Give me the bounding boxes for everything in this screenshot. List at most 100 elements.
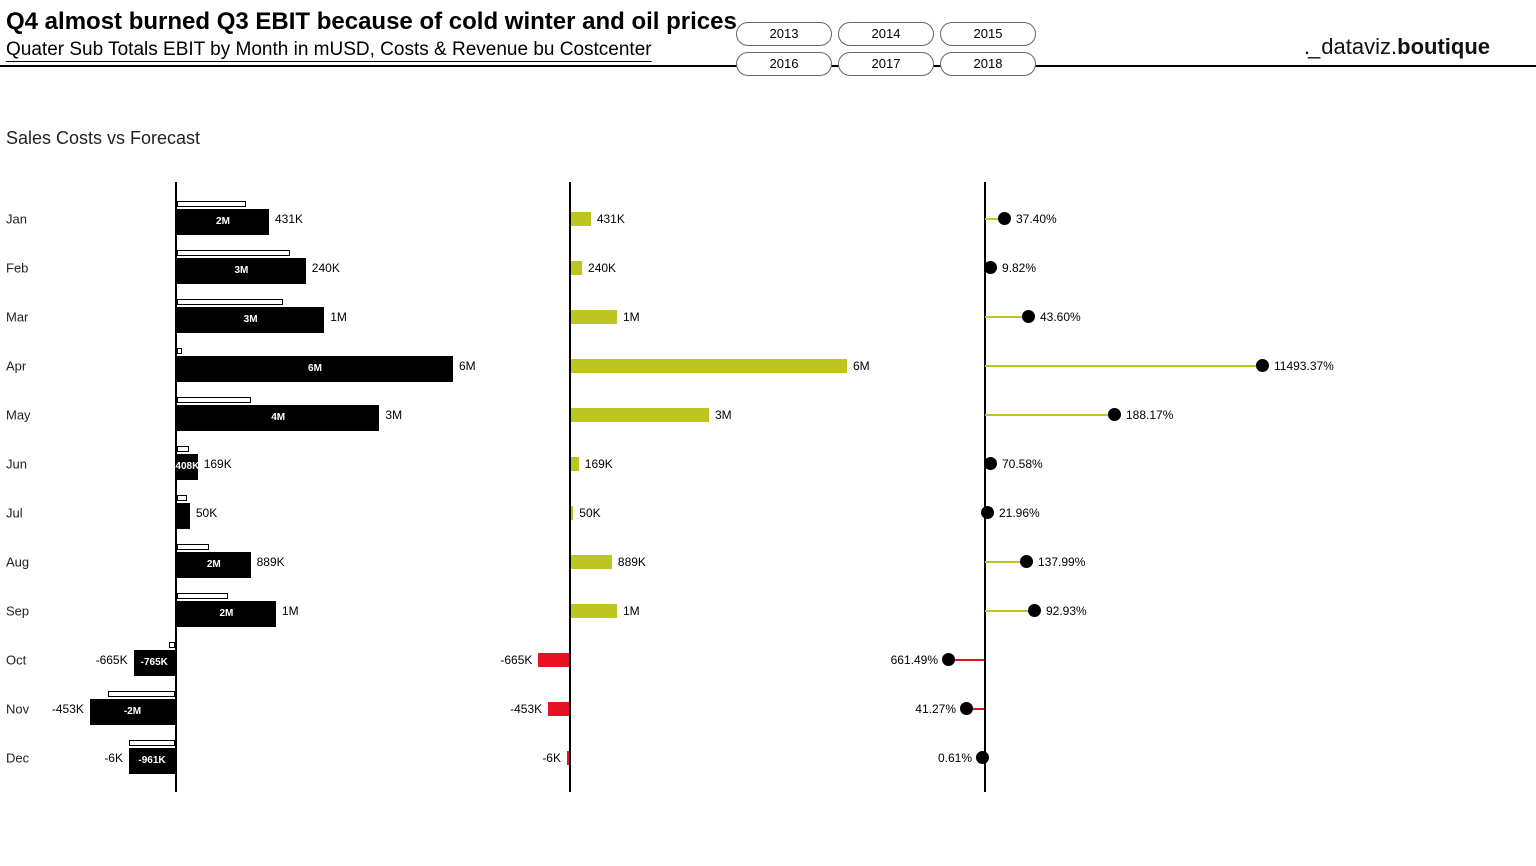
panel1-value-label: 6M: [459, 359, 476, 373]
chart-area: Jan2M431K431K37.40%Feb3M240K240K9.82%Mar…: [0, 182, 1536, 802]
panel2-variance-bar[interactable]: [571, 261, 582, 275]
panel1-actual-bar[interactable]: 2M: [177, 209, 269, 235]
month-label: Jun: [6, 456, 46, 471]
panel1-actual-bar[interactable]: -765K: [134, 650, 175, 676]
month-label: May: [6, 407, 46, 422]
chart-row: Nov-2M-453K-453K41.27%: [0, 684, 1536, 733]
panel2-variance-bar[interactable]: [571, 408, 709, 422]
panel1-value-label: 169K: [204, 457, 232, 471]
year-button[interactable]: 2014: [838, 22, 934, 46]
panel1-forecast-marker: [177, 544, 209, 550]
panel1-actual-bar[interactable]: -2M: [90, 699, 175, 725]
panel2-value-label: 6M: [853, 359, 870, 373]
panel3-value-label: 37.40%: [1016, 212, 1057, 226]
panel2-variance-bar[interactable]: [571, 555, 612, 569]
panel2-variance-bar[interactable]: [571, 310, 617, 324]
panel1-forecast-marker: [177, 593, 228, 599]
panel3-dot[interactable]: [1108, 408, 1121, 421]
panel2-variance-bar[interactable]: [571, 604, 617, 618]
panel2-variance-bar[interactable]: [571, 212, 591, 226]
chart-row: Jan2M431K431K37.40%: [0, 194, 1536, 243]
panel1-forecast-marker: [177, 397, 251, 403]
chart-section-title: Sales Costs vs Forecast: [6, 128, 200, 149]
panel1-value-label: -665K: [96, 653, 128, 667]
panel3-dot[interactable]: [981, 506, 994, 519]
brand-logo: ._dataviz.boutique: [1304, 34, 1490, 60]
month-label: Sep: [6, 603, 46, 618]
panel2-value-label: 1M: [623, 604, 640, 618]
panel2-variance-bar[interactable]: [571, 506, 573, 520]
brand-bold: boutique: [1397, 34, 1490, 59]
panel2-value-label: 50K: [579, 506, 600, 520]
panel1-actual-bar[interactable]: 2M: [177, 552, 251, 578]
chart-row: Oct-765K-665K-665K661.49%: [0, 635, 1536, 684]
panel2-value-label: 3M: [715, 408, 732, 422]
panel1-actual-bar[interactable]: 2M: [177, 601, 276, 627]
month-label: Aug: [6, 554, 46, 569]
panel1-forecast-marker: [177, 201, 246, 207]
panel1-value-label: 889K: [257, 555, 285, 569]
panel2-variance-bar[interactable]: [571, 359, 847, 373]
panel1-value-label: -6K: [104, 751, 123, 765]
panel3-value-label: 137.99%: [1038, 555, 1085, 569]
panel2-value-label: 169K: [585, 457, 613, 471]
month-label: Dec: [6, 750, 46, 765]
panel3-value-label: 188.17%: [1126, 408, 1173, 422]
panel1-actual-bar[interactable]: 3M: [177, 307, 324, 333]
panel1-value-label: -453K: [52, 702, 84, 716]
panel1-actual-bar[interactable]: 408K: [177, 454, 198, 480]
panel1-forecast-marker: [177, 299, 283, 305]
chart-row: May 4M 3M 3M 188.17%: [0, 390, 1536, 439]
brand-thin: dataviz: [1321, 34, 1391, 59]
panel3-dot[interactable]: [984, 457, 997, 470]
panel1-forecast-marker: [177, 348, 182, 354]
month-label: Apr: [6, 358, 46, 373]
panel3-dot[interactable]: [942, 653, 955, 666]
month-label: Nov: [6, 701, 46, 716]
year-button[interactable]: 2015: [940, 22, 1036, 46]
panel1-actual-bar[interactable]: 6M: [177, 356, 453, 382]
year-button[interactable]: 2017: [838, 52, 934, 76]
panel2-variance-bar[interactable]: [538, 653, 569, 667]
panel3-dot[interactable]: [1020, 555, 1033, 568]
panel1-actual-bar[interactable]: -961K: [129, 748, 175, 774]
panel1-forecast-marker: [177, 495, 187, 501]
chart-row: Apr 6M 6M 6M 11493.37%: [0, 341, 1536, 390]
month-label: Mar: [6, 309, 46, 324]
panel3-value-label: 43.60%: [1040, 310, 1081, 324]
panel3-dot[interactable]: [1256, 359, 1269, 372]
panel3-value-label: 11493.37%: [1274, 359, 1334, 373]
panel1-forecast-marker: [177, 250, 290, 256]
year-button[interactable]: 2013: [736, 22, 832, 46]
panel3-dot[interactable]: [1028, 604, 1041, 617]
month-label: Jan: [6, 211, 46, 226]
panel1-forecast-marker: [177, 446, 189, 452]
chart-row: Mar3M1M1M43.60%: [0, 292, 1536, 341]
panel2-value-label: 889K: [618, 555, 646, 569]
year-button[interactable]: 2016: [736, 52, 832, 76]
panel1-value-label: 3M: [385, 408, 402, 422]
panel3-value-label: 21.96%: [999, 506, 1040, 520]
panel2-value-label: -665K: [500, 653, 532, 667]
panel2-variance-bar[interactable]: [571, 457, 579, 471]
month-label: Oct: [6, 652, 46, 667]
chart-row: Sep2M1M1M92.93%: [0, 586, 1536, 635]
panel3-dot[interactable]: [998, 212, 1011, 225]
month-label: Jul: [6, 505, 46, 520]
panel1-actual-bar[interactable]: [177, 503, 190, 529]
panel2-value-label: 240K: [588, 261, 616, 275]
panel3-dot[interactable]: [1022, 310, 1035, 323]
year-button[interactable]: 2018: [940, 52, 1036, 76]
panel3-dot[interactable]: [984, 261, 997, 274]
panel3-value-label: 41.27%: [915, 702, 956, 716]
panel1-value-label: 1M: [330, 310, 347, 324]
panel1-actual-bar[interactable]: 3M: [177, 258, 306, 284]
panel3-stem: [985, 414, 1115, 416]
panel2-variance-bar[interactable]: [567, 751, 569, 765]
panel2-variance-bar[interactable]: [548, 702, 569, 716]
panel1-forecast-marker: [129, 740, 175, 746]
panel1-actual-bar[interactable]: 4M: [177, 405, 379, 431]
panel3-dot[interactable]: [976, 751, 989, 764]
year-filter-group: 2013 2014 2015 2016 2017 2018: [736, 22, 1036, 76]
panel3-dot[interactable]: [960, 702, 973, 715]
